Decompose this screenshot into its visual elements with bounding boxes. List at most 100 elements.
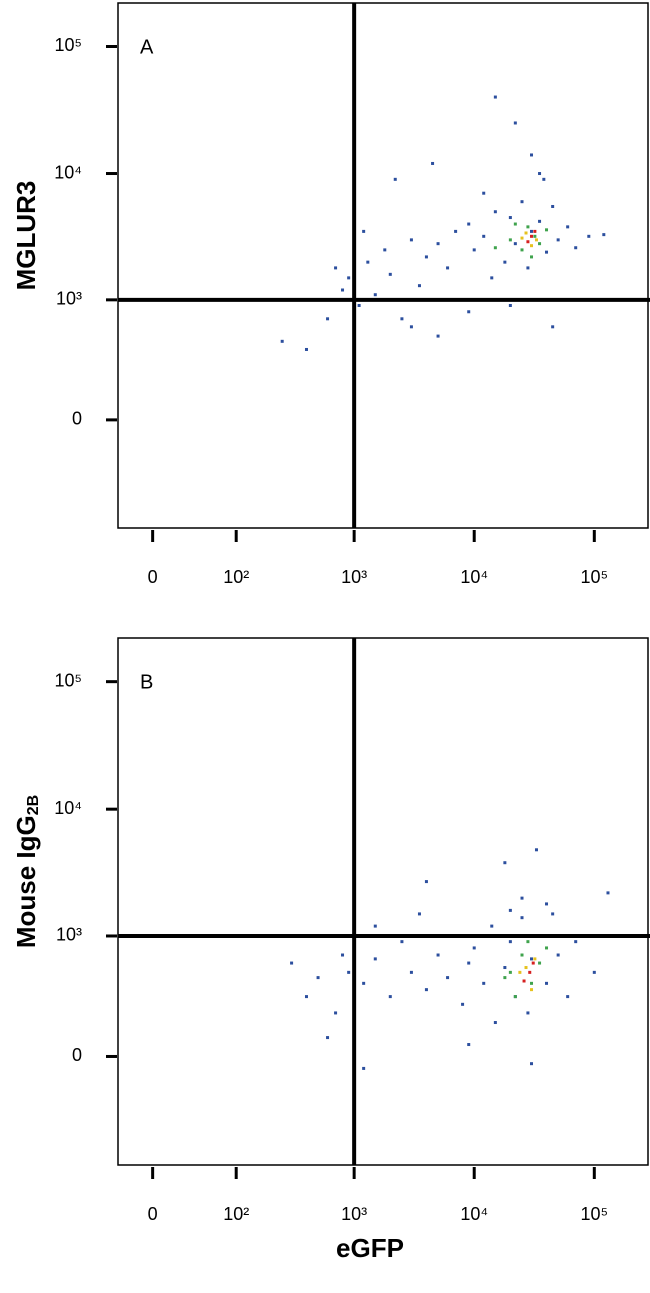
data-point bbox=[551, 325, 555, 329]
data-point bbox=[388, 995, 392, 999]
x-tick-label: 10⁵ bbox=[581, 567, 608, 587]
data-point bbox=[472, 946, 476, 950]
data-point bbox=[424, 988, 428, 992]
data-point bbox=[347, 276, 351, 280]
data-point bbox=[524, 966, 528, 970]
data-point bbox=[530, 255, 534, 259]
data-point bbox=[530, 244, 534, 248]
y-tick-label: 10³ bbox=[56, 925, 82, 945]
data-point bbox=[530, 234, 534, 238]
x-axis-title: eGFP bbox=[336, 1233, 404, 1263]
data-point bbox=[431, 161, 435, 165]
data-point bbox=[530, 1062, 534, 1066]
data-point bbox=[530, 957, 534, 961]
data-point bbox=[526, 1011, 530, 1015]
data-point bbox=[326, 317, 330, 321]
data-point bbox=[393, 177, 397, 181]
data-point bbox=[530, 153, 534, 157]
data-point bbox=[446, 976, 450, 980]
x-tick-label: 10³ bbox=[341, 567, 367, 587]
data-point bbox=[409, 970, 413, 974]
data-point bbox=[357, 303, 361, 307]
data-point bbox=[531, 961, 535, 965]
data-point bbox=[574, 940, 578, 944]
data-point bbox=[400, 317, 404, 321]
data-point bbox=[520, 248, 524, 252]
data-point bbox=[513, 222, 517, 226]
data-point bbox=[467, 1043, 471, 1047]
data-point bbox=[362, 1066, 366, 1070]
data-point bbox=[409, 325, 413, 329]
data-point bbox=[566, 995, 570, 999]
y-axis-title-main: Mouse IgG bbox=[11, 815, 41, 948]
data-point bbox=[508, 940, 512, 944]
data-point bbox=[467, 222, 471, 226]
data-point bbox=[362, 229, 366, 233]
data-point bbox=[526, 240, 530, 244]
data-point bbox=[545, 250, 549, 254]
data-point bbox=[545, 902, 549, 906]
data-point bbox=[520, 896, 524, 900]
data-point bbox=[334, 1011, 338, 1015]
data-point bbox=[373, 293, 377, 297]
y-tick-label: 10⁵ bbox=[55, 35, 82, 55]
data-point bbox=[467, 961, 471, 965]
data-point bbox=[362, 981, 366, 985]
data-point bbox=[341, 953, 345, 957]
data-point bbox=[551, 912, 555, 916]
data-point bbox=[503, 976, 507, 980]
data-point bbox=[513, 121, 517, 125]
y-tick-label: 10³ bbox=[56, 289, 82, 309]
data-point bbox=[566, 225, 570, 229]
y-axis-title-main: MGLUR3 bbox=[11, 181, 41, 291]
data-point bbox=[326, 1036, 330, 1040]
data-point bbox=[606, 891, 610, 895]
data-point bbox=[518, 970, 522, 974]
data-point bbox=[587, 234, 591, 238]
data-point bbox=[520, 953, 524, 957]
data-point bbox=[383, 248, 387, 252]
data-point bbox=[493, 95, 497, 99]
data-point bbox=[436, 953, 440, 957]
y-tick-label: 0 bbox=[72, 409, 82, 429]
data-point bbox=[542, 177, 546, 181]
data-point bbox=[530, 988, 534, 992]
data-point bbox=[538, 242, 542, 246]
data-point bbox=[530, 981, 534, 985]
data-point bbox=[400, 940, 404, 944]
data-point bbox=[592, 970, 596, 974]
x-tick-label: 10⁴ bbox=[460, 1204, 488, 1224]
data-point bbox=[534, 848, 538, 852]
data-point bbox=[533, 957, 537, 961]
panel-label: A bbox=[140, 36, 154, 58]
data-point bbox=[304, 347, 308, 351]
plot-frame bbox=[117, 637, 649, 1166]
data-point bbox=[482, 234, 486, 238]
data-point bbox=[520, 236, 524, 240]
x-tick-label: 10² bbox=[223, 567, 249, 587]
data-point bbox=[533, 234, 537, 238]
y-axis-title: MGLUR3 bbox=[11, 181, 41, 291]
data-point bbox=[424, 880, 428, 884]
data-point bbox=[533, 229, 537, 233]
data-point bbox=[508, 303, 512, 307]
data-point bbox=[545, 946, 549, 950]
data-point bbox=[290, 961, 294, 965]
y-tick-label: 10⁴ bbox=[54, 798, 82, 818]
data-point bbox=[388, 272, 392, 276]
data-point bbox=[436, 334, 440, 338]
data-point bbox=[482, 981, 486, 985]
data-point bbox=[508, 216, 512, 220]
data-point bbox=[424, 255, 428, 259]
data-point bbox=[347, 970, 351, 974]
data-point bbox=[508, 970, 512, 974]
data-point bbox=[538, 961, 542, 965]
data-point bbox=[530, 229, 534, 233]
data-point bbox=[280, 339, 284, 343]
data-point bbox=[508, 238, 512, 242]
data-point bbox=[522, 979, 526, 983]
data-point bbox=[526, 940, 530, 944]
x-tick-label: 10⁵ bbox=[581, 1204, 608, 1224]
data-point bbox=[520, 916, 524, 920]
